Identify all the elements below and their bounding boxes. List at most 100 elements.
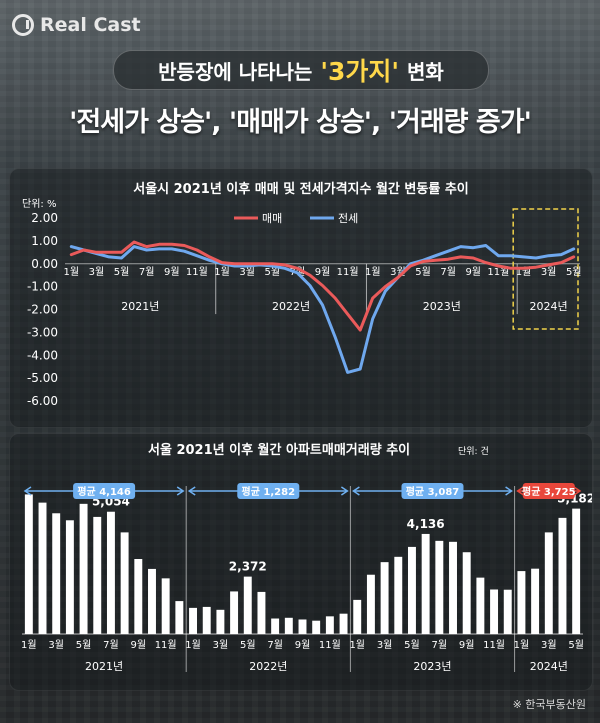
x-tick-label: 9월	[131, 639, 147, 651]
volume-bar	[544, 532, 553, 634]
volume-panel: 서울 2021년 이후 월간 아파트매매거래량 추이 단위: 건 5,054 2,37…	[9, 433, 595, 691]
x-tick-label: 1월	[214, 266, 230, 278]
y-tick-label: 2.00	[31, 211, 58, 225]
volume-bar	[449, 541, 457, 634]
x-tick-label: 1월	[365, 266, 381, 278]
x-tick-label: 7월	[139, 266, 155, 278]
average-label-box	[237, 483, 300, 499]
volume-bar	[284, 617, 293, 634]
x-tick-label: 7월	[440, 266, 456, 278]
brand-logo: Real Cast	[12, 14, 141, 36]
x-tick-label: 7월	[432, 639, 448, 651]
subtitle-pill: 반등장에 나타나는 '3가지' 변화	[113, 50, 489, 90]
volume-bar	[230, 591, 239, 634]
volume-bar	[421, 533, 430, 634]
x-tick-label: 5월	[568, 639, 584, 651]
x-tick-label: 5월	[264, 266, 280, 278]
average-label-box	[401, 483, 464, 499]
chart1-title: 서울시 2021년 이후 매매 및 전세가격지수 월간 변동률 추이	[133, 181, 469, 197]
volume-bar	[271, 618, 280, 634]
brand-name: Real Cast	[40, 14, 141, 36]
volume-bar	[175, 601, 184, 634]
x-tick-label: 3월	[213, 639, 229, 651]
average-bracket-arrow-left	[352, 486, 360, 496]
average-bracket-arrow-left	[516, 486, 525, 496]
average-bracket-arrow-right	[176, 486, 185, 496]
x-tick-label: 11월	[319, 639, 341, 651]
volume-bar	[202, 606, 211, 634]
y-tick-label: 0.00	[31, 257, 58, 271]
volume-bar	[366, 574, 375, 634]
series-line-jeonse	[69, 244, 576, 374]
average-bracket-arrow-right	[573, 486, 582, 496]
volume-bar	[435, 540, 444, 634]
volume-bar	[243, 576, 252, 634]
volume-bar	[148, 568, 156, 634]
x-tick-label: 7월	[103, 639, 119, 651]
volume-bar	[120, 532, 129, 634]
source-note: ※ 한국부동산원	[512, 698, 586, 711]
volume-bar	[257, 591, 266, 634]
x-tick-label: 3월	[89, 266, 105, 278]
price-index-panel: 서울시 2021년 이후 매매 및 전세가격지수 월간 변동률 추이 단위: % 2…	[9, 168, 593, 428]
volume-bar-chart: 서울 2021년 이후 월간 아파트매매거래량 추이 단위: 건5,0542,37…	[21, 442, 595, 673]
volume-bar	[298, 619, 307, 634]
volume-bar	[65, 520, 74, 634]
volume-bar	[24, 494, 33, 634]
x-tick-label: 9월	[164, 266, 180, 278]
x-tick-label: 3월	[239, 266, 255, 278]
average-bracket-arrow-right	[340, 486, 349, 496]
year-label: 2022년	[272, 300, 310, 313]
year-label: 2024년	[530, 660, 568, 673]
volume-bar	[189, 607, 198, 634]
volume-bar	[134, 559, 143, 634]
x-tick-label: 1월	[514, 639, 530, 651]
year-label: 2022년	[249, 660, 287, 673]
x-tick-label: 1월	[63, 266, 79, 278]
x-tick-label: 9월	[315, 266, 331, 278]
chart2-title: 서울 2021년 이후 월간 아파트매매거래량 추이	[148, 442, 410, 458]
x-tick-label: 3월	[541, 266, 557, 278]
year-label: 2021년	[85, 660, 123, 673]
volume-bar	[572, 508, 581, 634]
x-tick-label: 3월	[541, 639, 557, 651]
volume-bar	[517, 571, 526, 634]
y-tick-label: -1.00	[27, 280, 58, 294]
volume-bar	[106, 511, 115, 634]
pill-right-text: 변화	[407, 59, 444, 84]
x-tick-label: 11월	[337, 266, 359, 278]
x-tick-label: 7월	[267, 639, 283, 651]
volume-bar	[380, 562, 389, 634]
x-tick-label: 1월	[349, 639, 365, 651]
average-label: 평균 3,725	[522, 485, 576, 498]
volume-bar	[339, 613, 348, 634]
x-tick-label: 5월	[404, 639, 420, 651]
average-label: 평균 1,282	[242, 485, 296, 498]
volume-bar	[531, 568, 540, 634]
average-label-box	[522, 483, 575, 499]
x-tick-label: 9월	[465, 266, 481, 278]
volume-bar	[462, 552, 471, 634]
volume-bar	[490, 589, 499, 634]
x-tick-label: 9월	[295, 639, 311, 651]
average-label: 평균 3,087	[406, 485, 460, 498]
y-tick-label: -4.00	[27, 348, 58, 362]
volume-bar	[325, 616, 334, 634]
volume-bar	[52, 513, 61, 634]
volume-bar	[216, 609, 225, 634]
realcast-logo-icon	[12, 14, 34, 36]
volume-bar	[79, 503, 88, 634]
legend-label-sale: 매매	[262, 212, 282, 225]
chart2-unit-label: 단위: 건	[458, 446, 489, 457]
x-tick-label: 1월	[185, 639, 201, 651]
year-label: 2024년	[530, 300, 568, 313]
volume-bar	[558, 517, 567, 634]
year-label: 2021년	[121, 300, 159, 313]
volume-bar	[394, 556, 403, 634]
volume-bar	[161, 578, 170, 634]
x-tick-label: 11월	[487, 266, 509, 278]
volume-bar	[407, 546, 416, 634]
volume-bar	[312, 620, 321, 634]
x-tick-label: 3월	[377, 639, 393, 651]
